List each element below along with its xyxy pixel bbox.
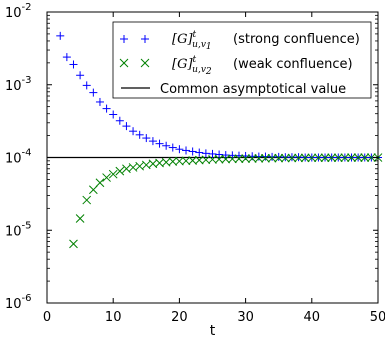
data-point-plus-0	[76, 71, 85, 80]
data-point-x-1	[188, 156, 197, 165]
data-point-x-1	[294, 153, 303, 163]
legend-label: (weak confluence)	[233, 57, 353, 72]
data-point-plus-0	[89, 88, 98, 97]
data-point-x-1	[353, 153, 363, 162]
legend-box	[112, 21, 372, 99]
data-point-x-1	[320, 153, 330, 163]
x-tick-label: 0	[43, 310, 51, 325]
data-point-x-1	[95, 178, 105, 188]
data-point-plus-0	[82, 81, 91, 90]
data-point-x-1	[88, 185, 98, 195]
data-point-x-1	[181, 156, 191, 166]
data-point-plus-0	[142, 134, 151, 143]
x-tick-label: 20	[171, 310, 188, 325]
y-tick-label: 10-6	[5, 293, 32, 312]
data-point-x-1	[108, 169, 118, 179]
y-tick-label: 10-2	[5, 2, 32, 21]
legend-label: (strong confluence)	[233, 32, 360, 47]
data-point-plus-0	[109, 110, 118, 119]
data-point-plus-0	[201, 149, 210, 158]
data-point-plus-0	[62, 53, 71, 62]
data-point-plus-0	[215, 150, 224, 159]
plot-area-frame	[46, 11, 379, 304]
legend-math-label: [G]t u,v2	[172, 55, 212, 77]
y-tick-label: 10-4	[5, 148, 32, 167]
data-point-x-1	[360, 153, 370, 162]
data-point-plus-0	[195, 148, 204, 157]
data-point-x-1	[228, 154, 237, 164]
data-point-plus-0	[69, 60, 78, 69]
data-point-x-1	[69, 239, 78, 249]
legend-marker-x	[119, 58, 150, 68]
data-point-x-1	[274, 153, 284, 163]
x-axis-title: t	[210, 323, 216, 338]
data-point-x-1	[168, 157, 178, 166]
legend-math-label: [G]t u,v1	[172, 30, 212, 52]
data-point-plus-0	[168, 143, 177, 152]
data-point-plus-0	[129, 127, 138, 136]
data-point-x-1	[333, 153, 343, 163]
data-point-x-1	[214, 154, 224, 164]
data-point-x-1	[247, 154, 257, 163]
data-point-plus-0	[208, 149, 217, 158]
data-point-x-1	[340, 153, 350, 163]
data-point-plus-0	[182, 146, 191, 155]
data-point-x-1	[221, 154, 231, 164]
data-point-x-1	[115, 166, 125, 176]
series-layer	[56, 31, 383, 249]
data-point-plus-0	[102, 104, 111, 113]
y-tick-label: 10-3	[5, 75, 32, 94]
legend-marker-symbol	[140, 58, 150, 68]
data-point-x-1	[267, 153, 277, 163]
data-point-plus-0	[135, 130, 144, 139]
data-point-plus-0	[122, 122, 131, 131]
legend-label: Common asymptotical value	[160, 82, 346, 97]
data-point-x-1	[287, 153, 297, 163]
data-point-plus-0	[175, 145, 184, 154]
data-point-x-1	[254, 154, 264, 163]
legend-item-weak-confluence: [G]t u,v2 (weak confluence)	[119, 55, 353, 77]
data-point-x-1	[234, 154, 244, 164]
legend: [G]t u,v1 (strong confluence) [G]t u,v2 (w…	[112, 21, 372, 99]
data-point-x-1	[307, 153, 317, 163]
data-point-plus-0	[56, 31, 65, 40]
legend-marker-symbol	[119, 58, 129, 68]
data-point-x-1	[261, 153, 270, 163]
data-point-x-1	[102, 173, 111, 182]
data-point-plus-0	[148, 137, 157, 146]
x-tick-label: 50	[370, 310, 385, 325]
data-point-plus-0	[188, 147, 197, 156]
data-point-x-1	[82, 195, 92, 205]
x-tick-label: 40	[304, 310, 321, 325]
legend-marker-symbol	[120, 35, 128, 43]
data-point-x-1	[300, 153, 310, 163]
data-point-x-1	[327, 153, 337, 163]
data-point-x-1	[314, 153, 323, 163]
data-point-plus-0	[155, 139, 164, 148]
legend-item-strong-confluence: [G]t u,v1 (strong confluence)	[120, 30, 360, 52]
legend-marker-symbol	[141, 35, 149, 43]
y-tick-label: 10-5	[5, 220, 32, 239]
data-point-x-1	[280, 153, 290, 163]
data-point-x-1	[367, 153, 376, 162]
data-point-x-1	[241, 154, 250, 163]
data-point-x-1	[201, 155, 211, 165]
legend-marker-plus	[120, 35, 149, 43]
x-tick-label: 10	[105, 310, 122, 325]
data-point-x-1	[194, 155, 204, 165]
data-point-x-1	[208, 155, 217, 164]
data-point-x-1	[175, 156, 184, 166]
legend-item-asymptote: Common asymptotical value	[121, 82, 346, 97]
data-point-plus-0	[95, 97, 104, 106]
data-point-plus-0	[162, 141, 171, 150]
data-point-plus-0	[115, 116, 124, 125]
data-point-x-1	[75, 214, 85, 223]
x-tick-label: 30	[237, 310, 254, 325]
data-point-x-1	[347, 153, 356, 163]
